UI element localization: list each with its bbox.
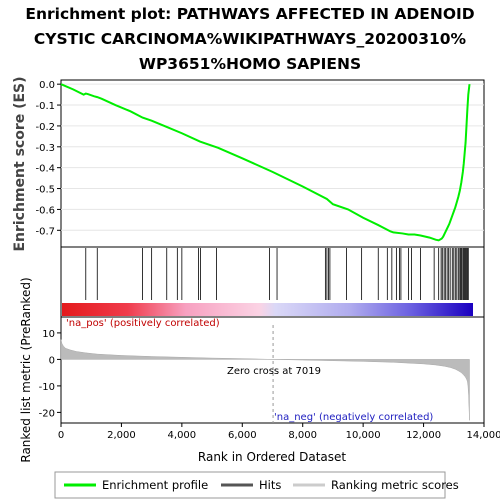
es-y-tick-label: -0.3 [35, 143, 55, 154]
rank-panel-frame [60, 316, 485, 424]
rank-panel: 10 0 -10 -20 'na_pos' (positively correlate… [19, 277, 485, 463]
x-tick-label: 4,000 [168, 430, 197, 441]
rank-y-axis-label: Ranked list metric (PreRanked) [19, 277, 33, 462]
es-panel: 0.0 -0.1 -0.2 -0.3 -0.4 -0.5 -0.6 -0.7 Enrichme… [12, 76, 485, 252]
x-tick-label: 6,000 [228, 430, 257, 441]
zero-cross-label: Zero cross at 7019 [227, 366, 321, 377]
x-tick-label: 0 [58, 430, 64, 441]
es-y-axis-label: Enrichment score (ES) [12, 76, 28, 251]
es-y-tick-label: -0.4 [35, 164, 55, 175]
es-y-tick-label: -0.1 [35, 101, 55, 112]
legend-label-hits: Hits [259, 478, 281, 492]
es-grid [61, 83, 484, 231]
title-line-1: Enrichment plot: PATHWAYS AFFECTED IN AD… [25, 5, 474, 23]
pos-correlated-label: 'na_pos' (positively correlated) [66, 318, 220, 329]
rank-y-tick-label: 0 [49, 355, 55, 366]
neg-correlated-label: 'na_neg' (negatively correlated) [274, 412, 433, 423]
x-tick-label: 10,000 [346, 430, 381, 441]
legend-label-profile: Enrichment profile [102, 478, 208, 492]
x-axis: 0 2,000 4,000 6,000 8,000 10,000 12,000 14,000 [58, 423, 500, 441]
rank-y-tick-label: -10 [39, 382, 55, 393]
ranking-color-bar [62, 303, 473, 316]
title-line-2: CYSTIC CARCINOMA%WIKIPATHWAYS_20200310% [34, 30, 467, 48]
es-panel-frame [60, 79, 485, 248]
rank-y-ticks: 10 0 -10 -20 [39, 329, 61, 419]
x-tick-label: 8,000 [288, 430, 317, 441]
hit-lines [85, 248, 469, 300]
es-y-tick-label: -0.6 [35, 205, 55, 216]
hits-panel [60, 246, 485, 318]
legend-label-ranking: Ranking metric scores [331, 478, 459, 492]
x-tick-label: 14,000 [467, 430, 500, 441]
x-tick-label: 2,000 [107, 430, 136, 441]
rank-y-tick-label: 10 [42, 329, 55, 340]
title-line-3: WP3651%HOMO SAPIENS [139, 55, 361, 73]
enrichment-profile-line [60, 83, 471, 242]
es-y-tick-label: -0.7 [35, 226, 55, 237]
x-tick-label: 12,000 [406, 430, 441, 441]
x-axis-label: Rank in Ordered Dataset [198, 450, 346, 464]
ranking-metric-area [60, 339, 470, 421]
es-y-tick-label: -0.2 [35, 122, 55, 133]
chart-title: Enrichment plot: PATHWAYS AFFECTED IN AD… [25, 5, 474, 73]
rank-y-tick-label: -20 [39, 408, 55, 419]
es-y-tick-label: 0.0 [39, 80, 55, 91]
legend: Enrichment profile Hits Ranking metric s… [54, 471, 459, 499]
es-y-ticks: 0.0 -0.1 -0.2 -0.3 -0.4 -0.5 -0.6 -0.7 [35, 80, 61, 237]
es-y-tick-label: -0.5 [35, 185, 55, 196]
